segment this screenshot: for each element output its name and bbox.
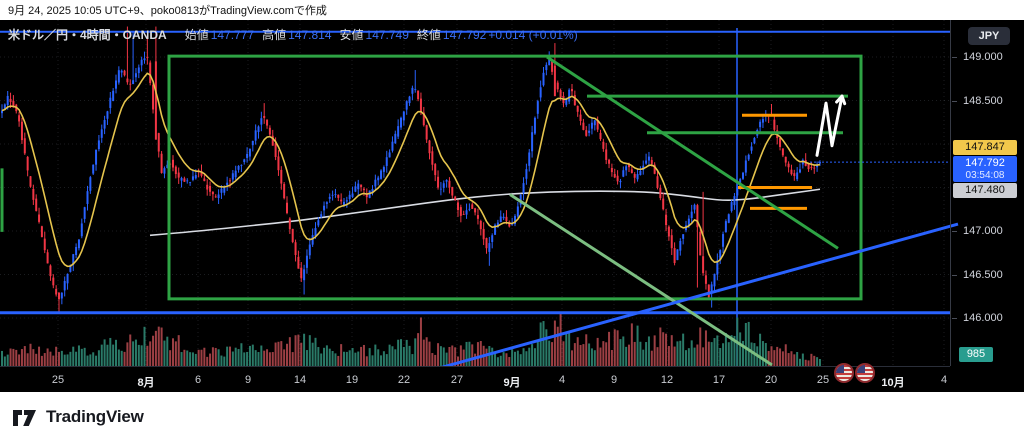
time-axis-label: 22	[397, 374, 411, 386]
ma-fast-line	[1, 72, 821, 268]
ma-slow-line	[149, 188, 821, 237]
open-value: 147.777	[210, 28, 255, 42]
price-tick-label: 146.500	[952, 268, 1003, 281]
ma-fast-layer	[1, 72, 821, 268]
legend: 米ドル／円・4時間・OANDA 始値 147.777 高値 147.814 安値 147.7…	[8, 26, 578, 43]
time-axis-label: 19	[345, 374, 359, 386]
bar-countdown: 03:54:08	[965, 170, 1005, 181]
us-flag-event-icon[interactable]	[855, 363, 875, 383]
time-axis-label: 14	[293, 374, 307, 386]
drawings-layer[interactable]	[0, 30, 959, 370]
trend-line	[440, 222, 959, 370]
grid-layer	[0, 20, 950, 366]
time-axis-label: 9	[244, 374, 252, 386]
low-label: 安値	[339, 28, 364, 42]
chart-canvas[interactable]	[0, 20, 1024, 392]
time-axis-label: 12	[660, 374, 674, 386]
high-value: 147.814	[288, 28, 332, 42]
us-flag-event-icon[interactable]	[834, 363, 854, 383]
trend-line	[509, 193, 773, 367]
time-axis-label: 6	[194, 374, 202, 386]
change-value: +0.014 (+0.01%)	[488, 28, 578, 42]
tradingview-logo-icon[interactable]	[12, 406, 38, 428]
time-axis-label: 17	[712, 374, 726, 386]
time-axis[interactable]: 25 8月 6 9 14 19 22 27 9月 4 9 12 17 20 25 10月 4	[0, 366, 950, 392]
close-label: 終値	[416, 28, 441, 42]
last-price-value: 147.792	[965, 157, 1005, 169]
creation-note-text: 9月 24, 2025 10:05 UTC+9、poko0813がTrading…	[8, 5, 327, 17]
chart-region: 米ドル／円・4時間・OANDA 始値 147.777 高値 147.814 安値 147.7…	[0, 20, 1024, 392]
tradingview-wordmark[interactable]: TradingView	[46, 406, 144, 426]
price-tick-label: 148.500	[952, 94, 1003, 107]
price-scale[interactable]: 147.847 147.792 03:54:08 147.480 985 149…	[950, 20, 1024, 366]
volume-value-label: 985	[959, 347, 993, 362]
currency-toggle-button[interactable]: JPY	[968, 27, 1010, 45]
flag-canton	[857, 365, 865, 373]
n-wave-arrow	[815, 94, 844, 157]
time-axis-month-label: 10月	[881, 377, 905, 389]
volume-layer	[1, 311, 821, 366]
time-axis-label: 9	[610, 374, 618, 386]
ma-slow-layer	[149, 188, 821, 237]
price-tick-label: 149.000	[952, 51, 1003, 63]
symbol-title: 米ドル／円・4時間・OANDA	[8, 28, 167, 42]
price-tick-label: 146.000	[952, 312, 1003, 324]
open-label: 始値	[184, 28, 209, 42]
channel-rectangle	[167, 54, 863, 301]
price-tick-label: 147.000	[952, 225, 1003, 237]
ma-fast-price-label: 147.847	[953, 140, 1017, 155]
time-axis-label: 27	[450, 374, 464, 386]
last-price-label: 147.792 03:54:08	[953, 156, 1017, 182]
time-axis-month-label: 8月	[137, 377, 155, 389]
low-value: 147.749	[365, 28, 409, 42]
high-label: 高値	[262, 28, 287, 42]
close-value: 147.792	[442, 28, 487, 42]
creation-note: 9月 24, 2025 10:05 UTC+9、poko0813がTrading…	[0, 0, 1024, 20]
flag-canton	[836, 365, 844, 373]
time-axis-label: 4	[558, 374, 566, 386]
trend-line	[546, 55, 839, 250]
candles-layer	[1, 26, 821, 314]
footer: TradingView	[0, 392, 1024, 441]
time-axis-label: 4	[940, 374, 948, 386]
time-axis-label: 25	[51, 374, 65, 386]
ma-slow-price-label: 147.480	[953, 183, 1017, 198]
time-axis-label: 25	[816, 374, 830, 386]
time-axis-label: 20	[764, 374, 778, 386]
time-axis-month-label: 9月	[503, 377, 521, 389]
